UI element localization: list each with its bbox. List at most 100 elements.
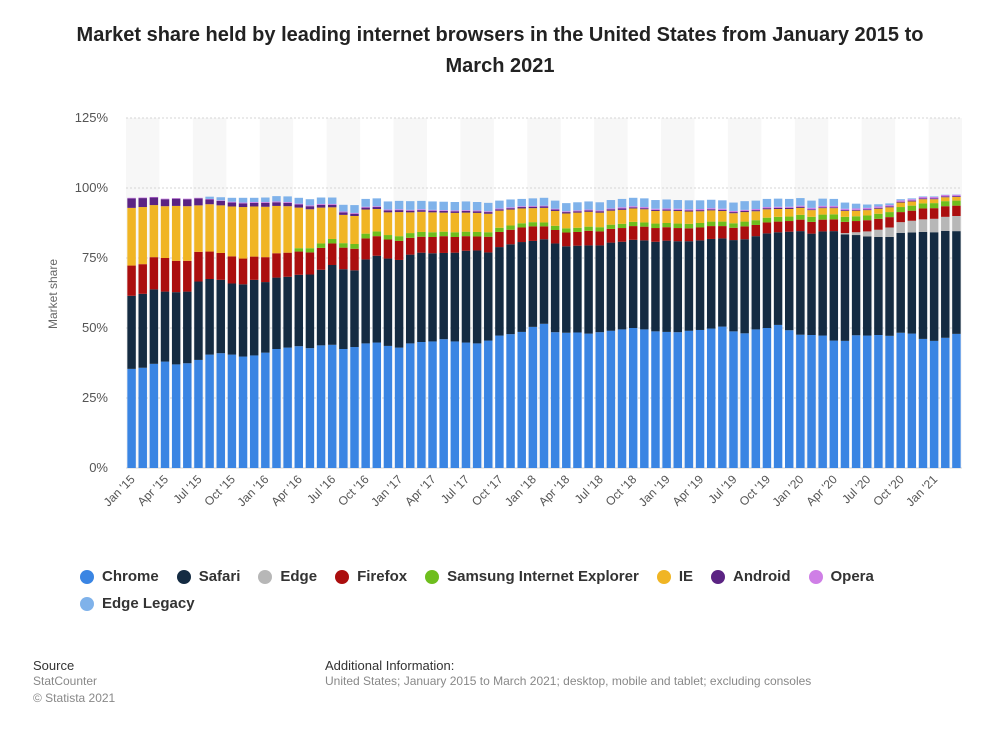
bar-segment	[506, 225, 515, 230]
bar-segment	[695, 209, 705, 211]
bar-segment	[428, 212, 437, 233]
bar-stack	[863, 204, 872, 468]
bar-segment	[249, 202, 259, 203]
bar-segment	[673, 332, 682, 468]
bar-segment	[238, 207, 248, 259]
bar-stack	[305, 199, 315, 468]
bar-segment	[550, 208, 560, 210]
bar-segment	[840, 210, 850, 217]
bar-segment	[294, 346, 304, 468]
y-tick-label: 50%	[82, 320, 108, 335]
bar-segment	[539, 197, 549, 206]
bar-segment	[339, 247, 348, 270]
bar-segment	[684, 209, 694, 211]
additional-info-block: Additional Information: United States; J…	[325, 658, 811, 690]
bar-segment	[216, 200, 225, 206]
bar-segment	[350, 270, 359, 348]
bar-stack	[484, 202, 493, 468]
bar-segment	[628, 197, 638, 207]
bar-segment	[718, 226, 727, 239]
bar-segment	[550, 210, 560, 226]
bar-segment	[417, 231, 426, 237]
bar-segment	[450, 202, 460, 211]
bar-segment	[305, 209, 315, 249]
bar-segment	[706, 209, 716, 211]
bar-segment	[773, 221, 783, 233]
bar-segment	[784, 216, 794, 222]
legend-item[interactable]: IE	[656, 568, 693, 585]
bar-segment	[294, 204, 304, 208]
bar-segment	[885, 237, 894, 336]
x-tick-label: Jan '21	[903, 472, 940, 509]
bar-segment	[784, 207, 794, 209]
bar-segment	[929, 232, 939, 341]
legend-label: Edge	[280, 568, 318, 585]
legend-item[interactable]: Opera	[808, 568, 874, 585]
bar-segment	[851, 235, 861, 336]
bar-segment	[796, 231, 805, 335]
bar-segment	[194, 359, 203, 468]
bar-segment	[740, 212, 749, 222]
x-tick-label: Apr '17	[402, 472, 439, 509]
bar-segment	[294, 248, 304, 252]
bar-segment	[863, 215, 872, 221]
bar-segment	[361, 238, 370, 260]
bar-segment	[305, 252, 315, 275]
legend-item[interactable]: Firefox	[335, 568, 407, 585]
bar-segment	[851, 335, 861, 468]
bar-stack	[316, 197, 326, 468]
bar-stack	[941, 194, 950, 468]
bar-segment	[283, 196, 292, 202]
bar-segment	[740, 221, 749, 227]
bar-segment	[929, 218, 939, 233]
bar-segment	[183, 199, 192, 207]
bar-segment	[863, 236, 872, 336]
bar-segment	[651, 228, 660, 242]
bar-segment	[751, 210, 761, 212]
bar-segment	[294, 197, 304, 204]
bar-stack	[461, 201, 471, 468]
bar-segment	[205, 199, 214, 205]
bar-segment	[595, 202, 604, 211]
x-tick-label: Jul '15	[170, 472, 204, 506]
legend-label: Samsung Internet Explorer	[447, 568, 639, 585]
bar-segment	[662, 209, 671, 211]
bar-segment	[428, 201, 437, 210]
bar-segment	[171, 205, 181, 261]
bar-segment	[550, 225, 560, 230]
bar-segment	[305, 348, 315, 468]
bar-segment	[160, 291, 170, 362]
bar-segment	[562, 212, 571, 214]
bar-segment	[695, 200, 705, 209]
bar-segment	[183, 198, 192, 200]
bar-segment	[829, 340, 839, 468]
bar-segment	[573, 212, 582, 228]
bar-segment	[327, 207, 337, 239]
legend-item[interactable]: Safari	[176, 568, 240, 585]
bar-segment	[495, 208, 504, 210]
bar-segment	[952, 196, 961, 201]
bar-segment	[238, 356, 248, 468]
bar-stack	[383, 201, 393, 468]
bar-segment	[238, 202, 248, 204]
bar-segment	[907, 220, 917, 233]
bar-segment	[617, 207, 627, 209]
bar-stack	[472, 202, 482, 468]
bar-segment	[383, 201, 393, 210]
legend-item[interactable]: Edge Legacy	[80, 595, 195, 612]
bar-segment	[562, 211, 571, 213]
bar-segment	[495, 209, 504, 211]
legend-item[interactable]: Android	[711, 568, 791, 585]
bar-segment	[227, 201, 237, 203]
bar-segment	[350, 213, 359, 216]
bar-segment	[506, 208, 515, 210]
bar-segment	[372, 255, 382, 343]
bar-segment	[651, 331, 660, 468]
legend-item[interactable]: Samsung Internet Explorer	[425, 568, 639, 585]
legend-item[interactable]: Edge	[258, 568, 317, 585]
bar-segment	[595, 211, 604, 213]
bar-segment	[327, 265, 337, 345]
bar-stack	[807, 200, 816, 468]
legend-item[interactable]: Chrome	[80, 568, 159, 585]
bar-segment	[562, 232, 571, 247]
